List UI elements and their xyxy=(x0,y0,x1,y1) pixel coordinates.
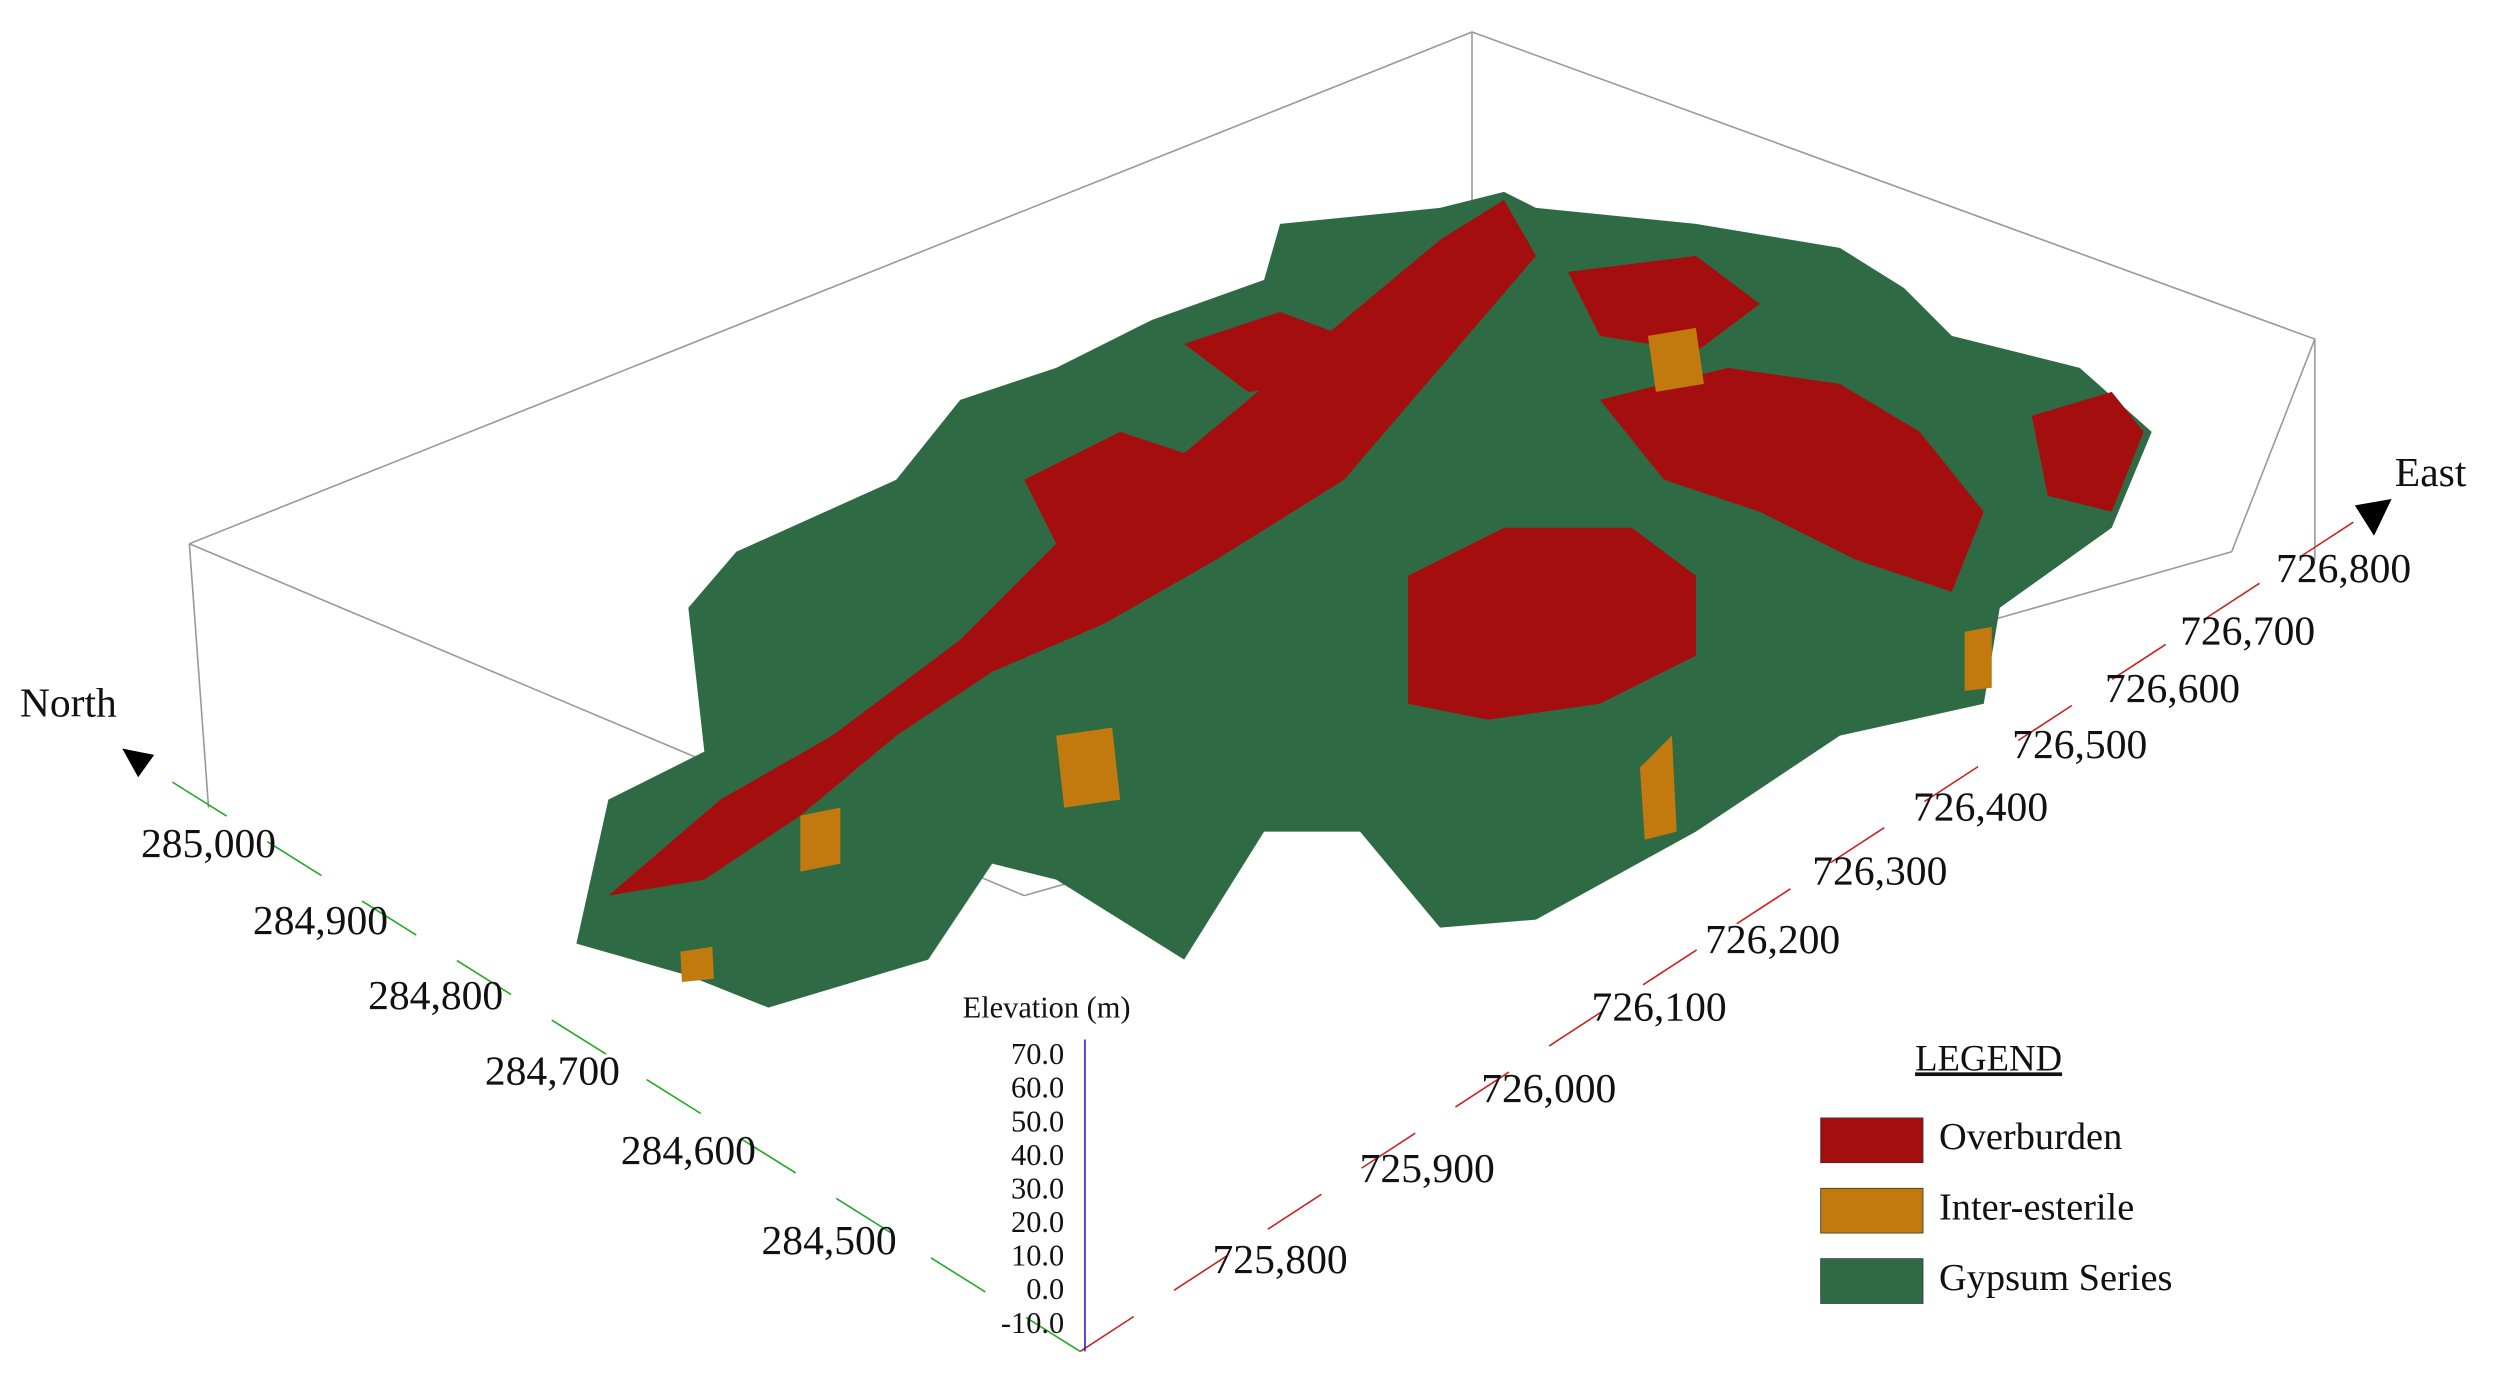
tick-label: 0.0 xyxy=(1026,1272,1064,1306)
tick-label: 726,400 xyxy=(1913,783,2048,829)
block-model xyxy=(576,191,2152,1008)
tick-label: 284,500 xyxy=(762,1217,897,1263)
tick-label: 60.0 xyxy=(1011,1071,1064,1105)
tick-label: 726,500 xyxy=(2012,721,2147,767)
tick-label: 725,800 xyxy=(1213,1236,1348,1282)
legend-swatch xyxy=(1820,1117,1924,1164)
tick-label: 50.0 xyxy=(1011,1104,1064,1138)
tick-label: 726,700 xyxy=(2180,607,2315,653)
tick-label: 20.0 xyxy=(1011,1205,1064,1239)
tick-label: 70.0 xyxy=(1011,1037,1064,1071)
tick-label: 726,000 xyxy=(1481,1065,1616,1111)
tick-label: -10.0 xyxy=(1001,1306,1064,1340)
legend: LEGEND Overburden Inter-esterile Gypsum Se… xyxy=(1820,1037,2172,1304)
legend-label: Overburden xyxy=(1939,1116,2122,1158)
legend-label: Inter-esterile xyxy=(1939,1186,2134,1228)
tick-label: 10.0 xyxy=(1011,1239,1064,1273)
axis-label: North xyxy=(20,679,117,725)
tick-label: 40.0 xyxy=(1011,1138,1064,1172)
axis-label: Elevation (m) xyxy=(963,991,1131,1025)
tick-label: 726,200 xyxy=(1705,916,1840,962)
tick-label: 726,300 xyxy=(1812,847,1947,893)
axis-label: East xyxy=(2395,449,2467,495)
tick-label: 284,600 xyxy=(621,1127,756,1173)
axis-lines xyxy=(122,498,2392,1353)
tick-label: 30.0 xyxy=(1011,1171,1064,1205)
tick-label: 726,100 xyxy=(1592,983,1727,1029)
tick-label: 285,000 xyxy=(141,820,276,866)
tick-label: 725,900 xyxy=(1360,1145,1495,1191)
legend-swatch xyxy=(1820,1258,1924,1304)
tick-label: 284,700 xyxy=(485,1047,620,1093)
legend-swatch xyxy=(1820,1187,1924,1234)
legend-title: LEGEND xyxy=(1915,1037,2062,1078)
tick-label: 726,600 xyxy=(2105,665,2240,711)
legend-label: Gypsum Series xyxy=(1939,1257,2172,1299)
tick-label: 726,800 xyxy=(2276,545,2411,591)
tick-label: 284,900 xyxy=(253,897,388,943)
tick-label: 284,800 xyxy=(368,972,503,1018)
